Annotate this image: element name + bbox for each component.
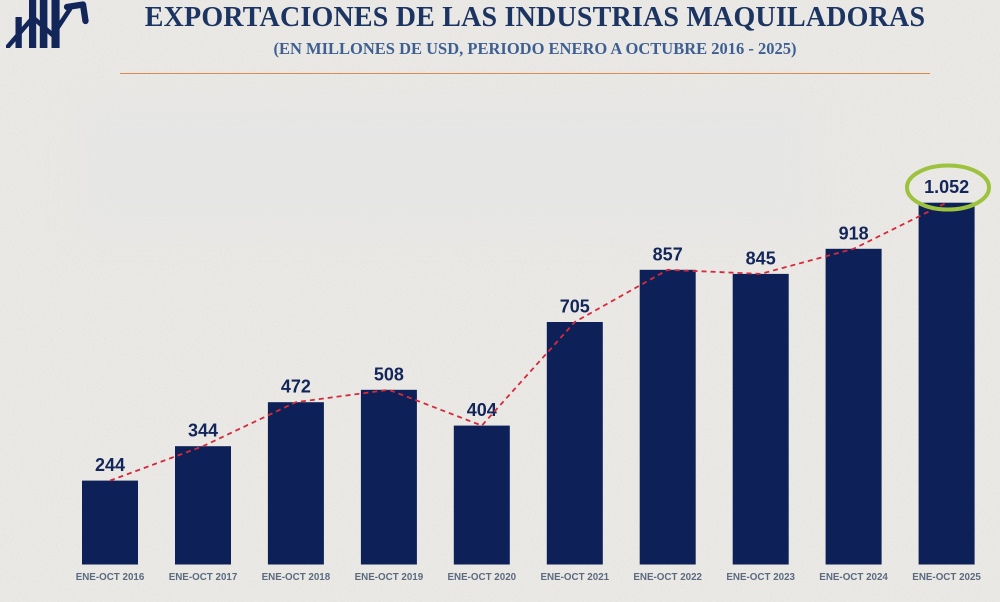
- svg-text:857: 857: [653, 244, 683, 264]
- svg-text:1.052: 1.052: [924, 177, 969, 197]
- svg-text:508: 508: [374, 364, 404, 384]
- svg-text:ENE-OCT 2018: ENE-OCT 2018: [262, 572, 331, 583]
- svg-text:ENE-OCT 2019: ENE-OCT 2019: [355, 572, 424, 583]
- svg-text:472: 472: [281, 377, 311, 397]
- svg-text:ENE-OCT 2023: ENE-OCT 2023: [726, 572, 795, 583]
- svg-text:705: 705: [560, 297, 590, 317]
- svg-text:ENE-OCT 2025: ENE-OCT 2025: [912, 572, 981, 583]
- svg-text:845: 845: [746, 248, 776, 268]
- svg-text:ENE-OCT 2020: ENE-OCT 2020: [447, 572, 516, 583]
- svg-text:ENE-OCT 2016: ENE-OCT 2016: [76, 572, 145, 583]
- svg-text:244: 244: [95, 455, 125, 475]
- svg-text:344: 344: [188, 421, 218, 441]
- svg-text:ENE-OCT 2017: ENE-OCT 2017: [169, 572, 238, 583]
- svg-text:ENE-OCT 2022: ENE-OCT 2022: [633, 572, 702, 583]
- svg-text:ENE-OCT 2024: ENE-OCT 2024: [819, 572, 888, 583]
- svg-text:918: 918: [839, 223, 869, 243]
- svg-text:404: 404: [467, 400, 497, 420]
- svg-text:ENE-OCT 2021: ENE-OCT 2021: [540, 572, 609, 583]
